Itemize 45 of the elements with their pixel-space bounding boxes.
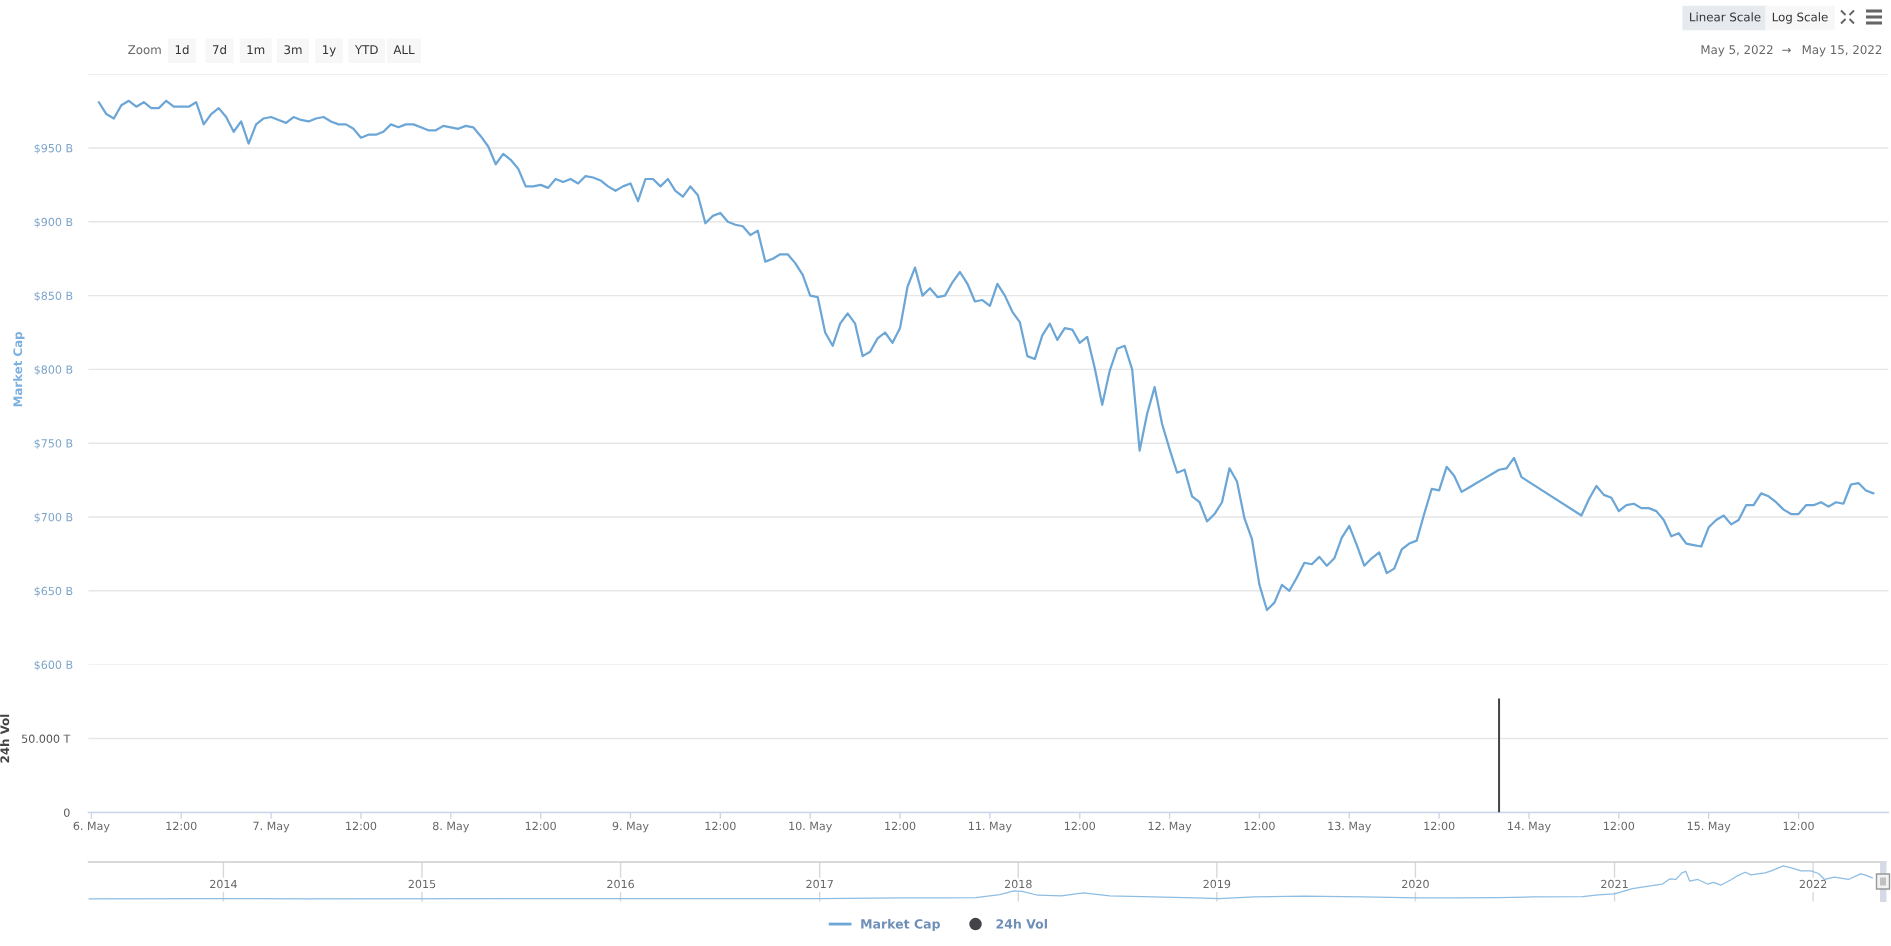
x-tick-label: 12. May (1148, 821, 1192, 833)
x-tick-label: 12:00 (1783, 821, 1814, 831)
y-tick-label: 0 (64, 808, 70, 817)
y-tick-label: $850 B (34, 291, 73, 302)
x-tick-label: 12:00 (166, 821, 197, 831)
x-tick-label: 13. May (1328, 821, 1372, 833)
y-tick-label: $750 B (34, 438, 73, 450)
x-tick-label: 2015 (408, 879, 436, 889)
x-tick-label: 14. May (1508, 821, 1551, 833)
x-tick-label: 12:00 (1604, 821, 1635, 831)
x-tick-label: 12:00 (885, 821, 916, 831)
x-tick-label: 11. May (969, 821, 1012, 833)
legend-label: 24h Vol (996, 918, 1047, 929)
x-tick-label: 12:00 (525, 821, 556, 831)
x-tick-label: 2019 (1203, 879, 1231, 889)
x-tick-label: 2020 (1402, 879, 1429, 889)
x-tick-label: 12:00 (1244, 821, 1275, 831)
x-tick-label: 12:00 (1064, 821, 1096, 831)
y-axis-title: 24h Vol (0, 714, 10, 763)
y-tick-label: $800 B (34, 365, 73, 376)
x-tick-label: 12:00 (346, 821, 377, 831)
x-tick-label: 2022 (1799, 879, 1827, 889)
y-tick-label: 50.000 T (22, 734, 71, 743)
y-axis-title: Market Cap (13, 331, 25, 407)
x-tick-label: 2014 (210, 879, 237, 889)
text: Zoom (128, 45, 161, 55)
x-tick-label: 10. May (789, 821, 832, 833)
y-tick-label: $900 B (34, 217, 73, 228)
x-tick-label: 2016 (607, 879, 635, 889)
y-tick-label: $700 B (34, 512, 73, 523)
x-tick-label: 12:00 (705, 821, 736, 831)
x-tick-label: 12:00 (1424, 821, 1455, 831)
legend-label: Market Cap (861, 918, 940, 932)
x-tick-label: 8. May (433, 821, 470, 833)
y-tick-label: $950 B (34, 143, 73, 154)
x-tick-label: 6. May (73, 821, 110, 833)
y-tick-label: $650 B (34, 586, 73, 597)
x-tick-label: 7. May (253, 821, 290, 833)
y-tick-label: $600 B (34, 660, 73, 671)
x-tick-label: 15. May (1687, 821, 1731, 833)
x-tick-label: 2021 (1601, 879, 1628, 889)
x-tick-label: 2017 (806, 879, 833, 889)
line-series (97, 99, 1875, 612)
x-tick-label: 9. May (612, 821, 649, 833)
x-tick-label: 2018 (1004, 879, 1032, 889)
